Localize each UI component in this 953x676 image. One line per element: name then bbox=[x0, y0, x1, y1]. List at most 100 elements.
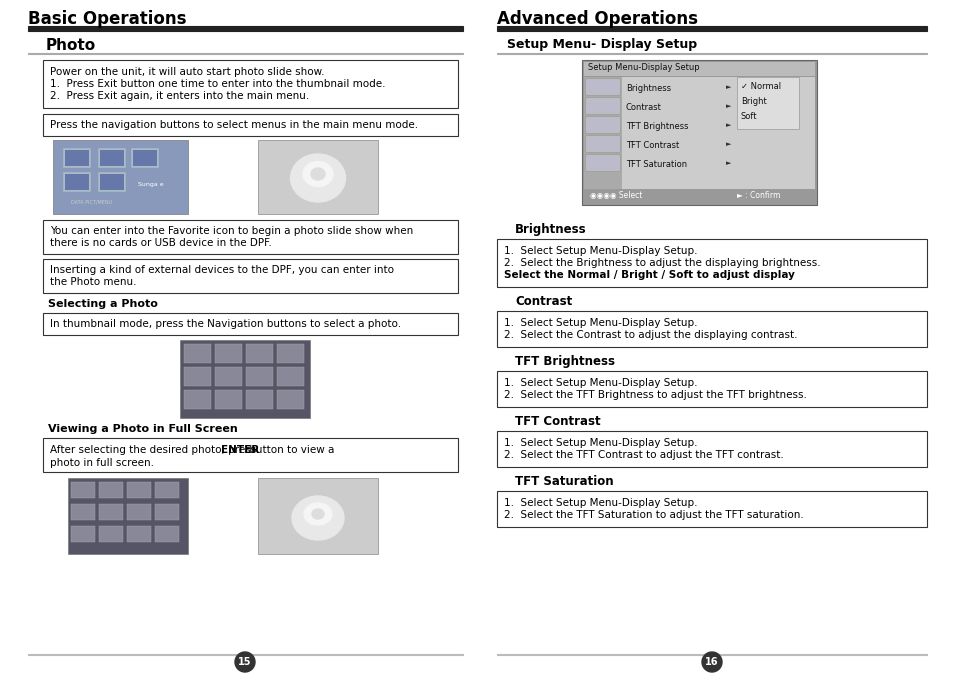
Bar bbox=[246, 367, 273, 386]
Bar bbox=[497, 431, 926, 467]
Text: TFT Brightness: TFT Brightness bbox=[625, 122, 688, 131]
Circle shape bbox=[701, 652, 721, 672]
Text: ◉◉◉◉ Select: ◉◉◉◉ Select bbox=[589, 191, 641, 200]
Bar bbox=[246, 390, 273, 409]
Text: Soft: Soft bbox=[740, 112, 757, 121]
Text: Power on the unit, it will auto start photo slide show.: Power on the unit, it will auto start ph… bbox=[50, 67, 324, 77]
Bar bbox=[184, 367, 211, 386]
Text: In thumbnail mode, press the Navigation buttons to select a photo.: In thumbnail mode, press the Navigation … bbox=[50, 319, 400, 329]
Bar bbox=[71, 526, 95, 542]
Bar bbox=[586, 137, 618, 151]
Ellipse shape bbox=[312, 509, 324, 519]
Bar bbox=[43, 60, 457, 108]
Text: DATA PICT/MENU: DATA PICT/MENU bbox=[71, 200, 112, 205]
Bar bbox=[127, 504, 151, 520]
Text: Contrast: Contrast bbox=[625, 103, 661, 112]
Bar bbox=[53, 140, 188, 214]
Text: Setup Menu- Display Setup: Setup Menu- Display Setup bbox=[506, 38, 697, 51]
Bar bbox=[497, 53, 926, 54]
Bar bbox=[132, 150, 157, 166]
Bar bbox=[65, 174, 89, 190]
Bar bbox=[214, 390, 242, 409]
Text: Sunga e: Sunga e bbox=[138, 182, 164, 187]
Text: 15: 15 bbox=[238, 657, 252, 667]
Bar bbox=[154, 482, 179, 498]
Bar bbox=[43, 114, 457, 136]
Text: Bright: Bright bbox=[740, 97, 766, 106]
Bar bbox=[180, 340, 310, 418]
Bar bbox=[583, 77, 814, 189]
Bar bbox=[43, 438, 457, 472]
Bar bbox=[184, 390, 211, 409]
Text: photo in full screen.: photo in full screen. bbox=[50, 458, 153, 468]
Bar bbox=[276, 344, 304, 363]
Bar bbox=[497, 311, 926, 347]
Bar bbox=[586, 156, 618, 170]
Bar bbox=[63, 172, 91, 192]
Text: TFT Saturation: TFT Saturation bbox=[515, 475, 613, 488]
Text: ►: ► bbox=[725, 141, 731, 147]
Bar bbox=[586, 118, 618, 132]
Text: 2.  Select the Contrast to adjust the displaying contrast.: 2. Select the Contrast to adjust the dis… bbox=[503, 330, 797, 340]
Bar bbox=[585, 155, 619, 171]
Bar bbox=[43, 259, 457, 293]
Bar bbox=[68, 478, 188, 554]
Bar bbox=[276, 367, 304, 386]
Bar bbox=[585, 117, 619, 133]
Bar bbox=[98, 148, 126, 168]
Bar bbox=[71, 482, 95, 498]
Text: ►: ► bbox=[725, 160, 731, 166]
Text: Photo: Photo bbox=[46, 38, 96, 53]
Bar bbox=[497, 239, 926, 287]
Bar bbox=[63, 148, 91, 168]
Text: After selecting the desired photo, press: After selecting the desired photo, press bbox=[50, 445, 259, 455]
Text: Brightness: Brightness bbox=[625, 84, 670, 93]
Bar bbox=[737, 77, 799, 129]
Text: 1.  Select Setup Menu-Display Setup.: 1. Select Setup Menu-Display Setup. bbox=[503, 246, 697, 256]
Bar bbox=[100, 174, 124, 190]
Bar bbox=[585, 98, 619, 114]
Circle shape bbox=[234, 652, 254, 672]
Text: Setup Menu-Display Setup: Setup Menu-Display Setup bbox=[587, 63, 699, 72]
Text: Press the navigation buttons to select menus in the main menu mode.: Press the navigation buttons to select m… bbox=[50, 120, 417, 130]
Bar bbox=[131, 148, 159, 168]
Text: 2.  Select the Brightness to adjust the displaying brightness.: 2. Select the Brightness to adjust the d… bbox=[503, 258, 820, 268]
Text: 16: 16 bbox=[704, 657, 718, 667]
Bar bbox=[276, 390, 304, 409]
Bar bbox=[497, 26, 926, 31]
Bar bbox=[214, 367, 242, 386]
Text: 1.  Select Setup Menu-Display Setup.: 1. Select Setup Menu-Display Setup. bbox=[503, 318, 697, 328]
Bar bbox=[497, 371, 926, 407]
Bar bbox=[497, 491, 926, 527]
Text: the Photo menu.: the Photo menu. bbox=[50, 277, 136, 287]
Bar bbox=[184, 344, 211, 363]
Bar bbox=[28, 53, 462, 54]
Ellipse shape bbox=[303, 162, 333, 187]
Bar bbox=[43, 220, 457, 254]
Text: TFT Contrast: TFT Contrast bbox=[625, 141, 679, 150]
Text: 2.  Select the TFT Contrast to adjust the TFT contrast.: 2. Select the TFT Contrast to adjust the… bbox=[503, 450, 783, 460]
Bar bbox=[257, 478, 377, 554]
Text: ►: ► bbox=[725, 103, 731, 109]
Text: there is no cards or USB device in the DPF.: there is no cards or USB device in the D… bbox=[50, 238, 272, 248]
Text: 2.  Press Exit again, it enters into the main menu.: 2. Press Exit again, it enters into the … bbox=[50, 91, 309, 101]
Text: 2.  Select the TFT Saturation to adjust the TFT saturation.: 2. Select the TFT Saturation to adjust t… bbox=[503, 510, 803, 520]
Bar bbox=[100, 150, 124, 166]
Ellipse shape bbox=[311, 168, 325, 180]
Text: 1.  Press Exit button one time to enter into the thumbnail mode.: 1. Press Exit button one time to enter i… bbox=[50, 79, 385, 89]
Bar bbox=[583, 77, 621, 189]
Ellipse shape bbox=[291, 154, 345, 202]
Bar bbox=[583, 189, 814, 203]
Bar bbox=[43, 313, 457, 335]
Text: 2.  Select the TFT Brightness to adjust the TFT brightness.: 2. Select the TFT Brightness to adjust t… bbox=[503, 390, 806, 400]
Text: You can enter into the Favorite icon to begin a photo slide show when: You can enter into the Favorite icon to … bbox=[50, 226, 413, 236]
Bar bbox=[583, 62, 814, 76]
Text: Inserting a kind of external devices to the DPF, you can enter into: Inserting a kind of external devices to … bbox=[50, 265, 394, 275]
Bar bbox=[585, 79, 619, 95]
Bar bbox=[98, 172, 126, 192]
Bar bbox=[127, 482, 151, 498]
Bar bbox=[257, 140, 377, 214]
Bar bbox=[586, 99, 618, 113]
Text: TFT Brightness: TFT Brightness bbox=[515, 355, 615, 368]
Ellipse shape bbox=[292, 496, 344, 540]
